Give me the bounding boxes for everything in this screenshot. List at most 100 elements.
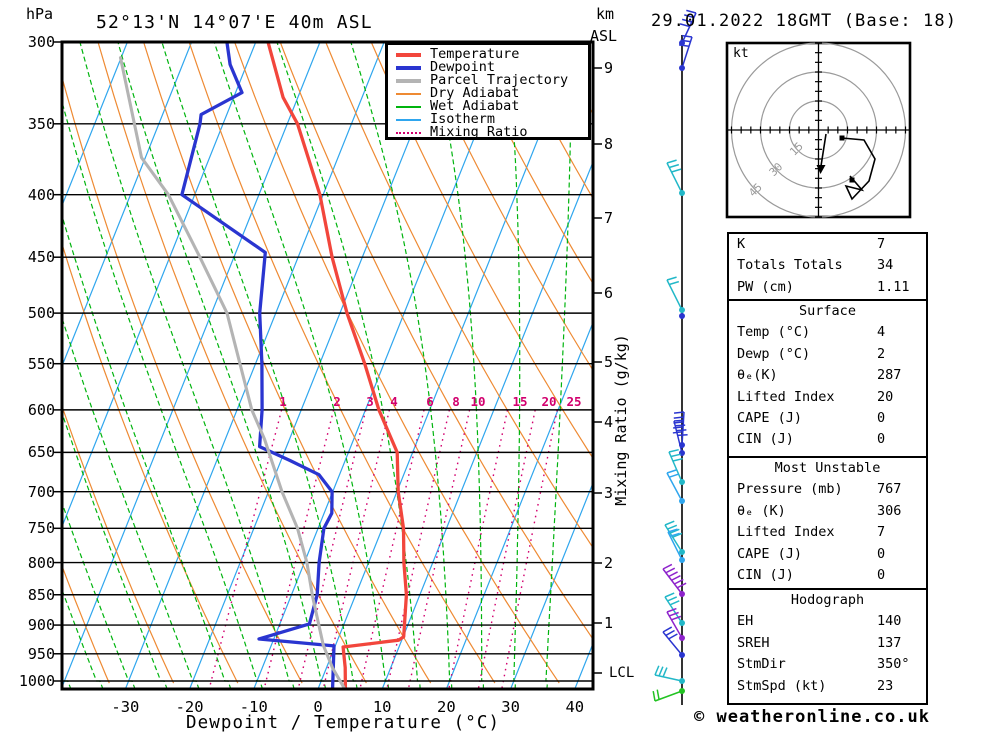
temperature-tick-label: -20 <box>175 698 204 716</box>
altitude-axis-unit-asl: ASL <box>590 27 618 45</box>
legend-swatch <box>396 78 421 83</box>
table-row-value: 20 <box>877 388 894 405</box>
mixing-ratio-value-label: 8 <box>452 394 460 409</box>
hodograph-trace-dot <box>839 135 845 141</box>
wind-barb-dot <box>679 591 685 597</box>
altitude-axis-unit-km: km <box>596 5 615 23</box>
wind-barb-dot <box>679 307 685 313</box>
pressure-tick-label: 500 <box>27 304 55 323</box>
table-row-label: Totals Totals <box>737 257 843 274</box>
wet-adiabat-line <box>545 42 573 689</box>
wind-barb <box>666 607 685 641</box>
table-row: Pressure (mb) 767 <box>729 479 926 500</box>
table-row-label: EH <box>737 613 754 630</box>
legend-label: Temperature <box>430 46 520 62</box>
pressure-tick-label: 750 <box>27 519 55 538</box>
dry-adiabat-line <box>62 564 110 684</box>
page-title: 52°13'N 14°07'E 40m ASL <box>96 12 373 33</box>
wet-adiabat-line <box>213 42 390 689</box>
table-row: θₑ (K) 306 <box>729 501 926 522</box>
storm-motion-arrowhead <box>816 165 826 174</box>
table-row-label: CIN (J) <box>737 566 794 583</box>
wet-adiabat-line <box>276 42 421 689</box>
hodograph-trace-dot <box>849 177 855 183</box>
pressure-tick-label: 400 <box>27 185 55 204</box>
temperature-tick-label: -30 <box>111 698 140 716</box>
table-row-value: 7 <box>877 236 886 252</box>
plot-border <box>60 40 595 691</box>
legend-label: Dry Adiabat <box>430 85 520 101</box>
table-row: Lifted Index 7 <box>729 522 926 543</box>
wind-barb <box>666 276 685 313</box>
table-row-label: CIN (J) <box>737 431 794 448</box>
km-tick-label: 6 <box>604 284 614 302</box>
mixing-ratio-line <box>263 409 335 689</box>
wind-barb-dot <box>679 620 685 626</box>
mixing-ratio-line <box>322 409 391 689</box>
legend-swatch <box>396 105 421 108</box>
legend-label: Parcel Trajectory <box>430 72 569 88</box>
table-row-value: 34 <box>877 257 894 274</box>
wind-barb <box>667 528 685 563</box>
table-row-value: 140 <box>877 613 902 630</box>
table-row: CAPE (J) 0 <box>729 544 926 565</box>
table-row: SREH 137 <box>729 633 926 654</box>
wind-barb <box>668 448 685 485</box>
isotherm-line <box>62 42 257 529</box>
dry-adiabat-line <box>97 42 367 684</box>
wet-adiabat-line <box>62 99 264 689</box>
mixing-ratio-line <box>448 409 509 689</box>
table-row-label: CAPE (J) <box>737 545 803 562</box>
table-row: StmSpd (kt) 23 <box>729 676 926 697</box>
wet-adiabat-line <box>62 213 232 689</box>
table-row: Dewp (°C) 2 <box>729 344 926 365</box>
table-row-label: K <box>737 236 746 252</box>
pressure-tick-label: 350 <box>27 114 55 133</box>
parcel-trajectory-curve <box>118 56 346 689</box>
wet-adiabat-line <box>506 42 521 689</box>
table-row-label: Temp (°C) <box>737 324 811 341</box>
mixing-ratio-line <box>208 409 283 689</box>
mixing-ratio-value-label: 6 <box>426 394 434 409</box>
wind-barb-dot <box>679 479 685 485</box>
pressure-tick-label: 800 <box>27 553 55 572</box>
mixing-ratio-value-label: 1 <box>279 394 287 409</box>
pressure-tick-label: 550 <box>27 354 55 373</box>
pressure-tick-label: 450 <box>27 248 55 267</box>
temperature-tick-label: -10 <box>239 698 268 716</box>
table-row-label: Lifted Index <box>737 388 835 405</box>
wind-barb-dot <box>679 635 685 641</box>
wind-barb <box>652 688 685 702</box>
km-tick-label: 1 <box>604 614 614 632</box>
legend-swatch <box>396 118 421 121</box>
wind-barb <box>666 159 685 196</box>
table-row-value: 350° <box>877 656 910 673</box>
table-row-value: 767 <box>877 481 902 498</box>
x-axis-title: Dewpoint / Temperature (°C) <box>186 713 501 733</box>
table-row-label: CAPE (J) <box>737 409 803 426</box>
dry-adiabat-line <box>416 42 593 372</box>
table-title: Most Unstable <box>774 460 881 476</box>
table-row-value: 4 <box>877 324 886 341</box>
legend-swatch <box>396 131 421 134</box>
pressure-tick-label: 900 <box>27 616 55 635</box>
table-row-value: 2 <box>877 345 886 362</box>
table-row: CAPE (J) 0 <box>729 408 926 429</box>
wind-barb-dot <box>679 190 685 196</box>
dry-adiabat-line <box>62 75 303 684</box>
table-row-value: 306 <box>877 502 902 519</box>
isotherm-line <box>317 42 578 689</box>
table-row-value: 0 <box>877 409 886 426</box>
pressure-tick-label: 300 <box>27 33 55 51</box>
wind-barb-dot <box>679 678 685 684</box>
legend-label: Dewpoint <box>430 59 496 75</box>
legend-item: Temperature <box>388 46 588 62</box>
mixing-ratio-value-label: 10 <box>470 394 486 409</box>
wind-barb <box>662 563 687 597</box>
hodograph-unit-label: kt <box>733 46 749 61</box>
temperature-tick-label: 0 <box>313 698 323 716</box>
wet-adiabat-line <box>350 42 453 689</box>
mixing-ratio-value-label: 4 <box>390 394 398 409</box>
